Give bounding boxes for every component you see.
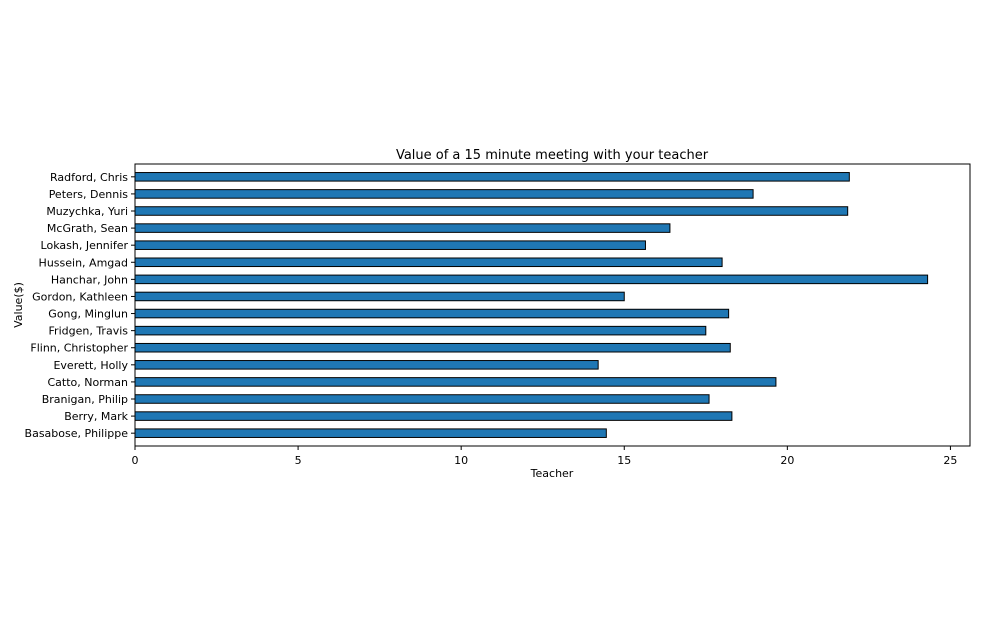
bar [134, 274, 929, 285]
y-tick-label: McGrath, Sean [47, 222, 128, 235]
y-tick-label: Lokash, Jennifer [41, 239, 129, 252]
bar [134, 377, 777, 387]
bar [134, 308, 730, 319]
plot-area-frame [134, 163, 971, 447]
bar [134, 342, 731, 353]
y-tick-label: Branigan, Philip [42, 393, 128, 406]
bar [134, 206, 849, 216]
x-tick-label: 25 [943, 454, 957, 467]
bar [134, 172, 850, 182]
y-tick-label: Basabose, Philippe [25, 427, 129, 440]
y-tick-label: Catto, Norman [48, 376, 129, 389]
bar [134, 360, 599, 370]
bar [134, 257, 723, 268]
y-tick-label: Hanchar, John [51, 273, 128, 286]
bars-group [134, 172, 929, 438]
bar [134, 411, 733, 421]
bar [134, 223, 671, 233]
x-axis-ticks: 0 5 10 15 20 25 [132, 446, 957, 467]
x-tick-label: 0 [132, 454, 139, 467]
y-tick-label: Peters, Dennis [49, 188, 129, 201]
chart-title: Value of a 15 minute meeting with your t… [396, 148, 709, 163]
x-tick-label: 15 [617, 454, 631, 467]
x-tick-label: 10 [454, 454, 468, 467]
x-tick-label: 5 [295, 454, 302, 467]
x-axis-label: Teacher [530, 467, 574, 480]
y-tick-label: Hussein, Amgad [39, 256, 128, 269]
bar [134, 325, 707, 336]
y-tick-label: Radford, Chris [50, 171, 128, 184]
y-tick-label: Everett, Holly [53, 359, 128, 372]
y-tick-label: Flinn, Christopher [30, 342, 128, 355]
bar [134, 189, 754, 199]
bar [134, 291, 625, 302]
bar [134, 394, 710, 404]
y-tick-label: Berry, Mark [64, 410, 128, 423]
y-axis-label: Value($) [12, 282, 25, 328]
y-axis-ticks: Basabose, Philippe Berry, Mark Branigan, P… [25, 171, 135, 440]
x-tick-label: 20 [780, 454, 794, 467]
y-tick-label: Muzychka, Yuri [46, 205, 128, 218]
y-tick-label: Fridgen, Travis [49, 325, 129, 338]
y-tick-label: Gong, Minglun [48, 308, 128, 321]
bar [134, 240, 646, 250]
y-tick-label: Gordon, Kathleen [32, 290, 128, 303]
bar [134, 428, 607, 438]
